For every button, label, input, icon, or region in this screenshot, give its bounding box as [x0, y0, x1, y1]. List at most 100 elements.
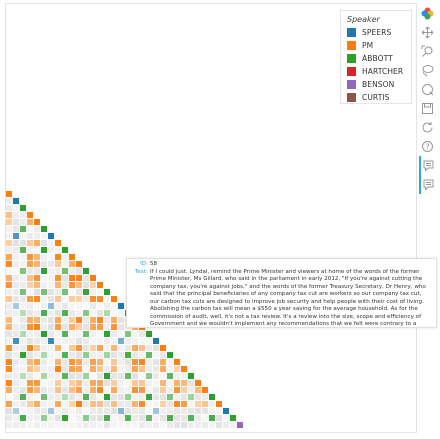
matrix-cell[interactable]: [6, 317, 12, 323]
matrix-cell[interactable]: [111, 422, 117, 428]
matrix-cell[interactable]: [216, 415, 222, 421]
matrix-cell[interactable]: [27, 366, 33, 372]
matrix-cell[interactable]: [41, 254, 47, 260]
matrix-cell[interactable]: [41, 310, 47, 316]
matrix-cell[interactable]: [104, 387, 110, 393]
matrix-cell[interactable]: [55, 366, 61, 372]
matrix-cell[interactable]: [139, 331, 145, 337]
matrix-cell[interactable]: [167, 380, 173, 386]
matrix-cell[interactable]: [111, 373, 117, 379]
matrix-cell[interactable]: [90, 296, 96, 302]
matrix-cell[interactable]: [104, 331, 110, 337]
matrix-cell[interactable]: [111, 408, 117, 414]
matrix-cell[interactable]: [188, 408, 194, 414]
matrix-cell[interactable]: [146, 345, 152, 351]
matrix-cell[interactable]: [13, 422, 19, 428]
matrix-cell[interactable]: [146, 338, 152, 344]
matrix-cell[interactable]: [6, 268, 12, 274]
matrix-cell[interactable]: [27, 387, 33, 393]
matrix-cell[interactable]: [76, 338, 82, 344]
matrix-cell[interactable]: [48, 366, 54, 372]
matrix-cell[interactable]: [6, 366, 12, 372]
matrix-cell[interactable]: [55, 254, 61, 260]
matrix-cell[interactable]: [13, 240, 19, 246]
matrix-cell[interactable]: [97, 303, 103, 309]
matrix-cell[interactable]: [13, 373, 19, 379]
matrix-cell[interactable]: [69, 324, 75, 330]
matrix-cell[interactable]: [76, 275, 82, 281]
matrix-cell[interactable]: [76, 408, 82, 414]
matrix-cell[interactable]: [139, 345, 145, 351]
matrix-cell[interactable]: [20, 296, 26, 302]
legend-item-pm[interactable]: PM: [347, 39, 407, 52]
matrix-cell[interactable]: [6, 198, 12, 204]
matrix-cell[interactable]: [188, 422, 194, 428]
matrix-cell[interactable]: [118, 401, 124, 407]
matrix-cell[interactable]: [118, 408, 124, 414]
matrix-cell[interactable]: [20, 422, 26, 428]
matrix-cell[interactable]: [97, 345, 103, 351]
matrix-cell[interactable]: [20, 219, 26, 225]
matrix-cell[interactable]: [69, 408, 75, 414]
matrix-cell[interactable]: [167, 401, 173, 407]
matrix-cell[interactable]: [55, 324, 61, 330]
matrix-cell[interactable]: [20, 401, 26, 407]
matrix-cell[interactable]: [188, 373, 194, 379]
matrix-cell[interactable]: [209, 394, 215, 400]
matrix-cell[interactable]: [83, 310, 89, 316]
matrix-cell[interactable]: [13, 331, 19, 337]
matrix-cell[interactable]: [83, 408, 89, 414]
matrix-cell[interactable]: [181, 422, 187, 428]
matrix-cell[interactable]: [97, 387, 103, 393]
reset-icon[interactable]: [419, 118, 435, 137]
matrix-cell[interactable]: [132, 359, 138, 365]
matrix-cell[interactable]: [27, 345, 33, 351]
matrix-cell[interactable]: [55, 261, 61, 267]
matrix-cell[interactable]: [55, 289, 61, 295]
matrix-cell[interactable]: [34, 394, 40, 400]
matrix-cell[interactable]: [97, 296, 103, 302]
matrix-cell[interactable]: [104, 303, 110, 309]
matrix-cell[interactable]: [146, 415, 152, 421]
matrix-cell[interactable]: [55, 282, 61, 288]
matrix-cell[interactable]: [111, 303, 117, 309]
matrix-cell[interactable]: [104, 415, 110, 421]
matrix-cell[interactable]: [27, 233, 33, 239]
matrix-cell[interactable]: [90, 345, 96, 351]
matrix-cell[interactable]: [104, 289, 110, 295]
matrix-cell[interactable]: [153, 415, 159, 421]
matrix-cell[interactable]: [48, 254, 54, 260]
matrix-cell[interactable]: [97, 282, 103, 288]
matrix-cell[interactable]: [83, 345, 89, 351]
matrix-cell[interactable]: [83, 415, 89, 421]
matrix-cell[interactable]: [20, 289, 26, 295]
matrix-cell[interactable]: [125, 408, 131, 414]
matrix-cell[interactable]: [111, 324, 117, 330]
matrix-cell[interactable]: [48, 268, 54, 274]
matrix-cell[interactable]: [6, 226, 12, 232]
matrix-cell[interactable]: [34, 261, 40, 267]
matrix-cell[interactable]: [6, 408, 12, 414]
matrix-cell[interactable]: [118, 303, 124, 309]
matrix-cell[interactable]: [34, 331, 40, 337]
legend-item-curtis[interactable]: CURTIS: [347, 91, 407, 104]
matrix-cell[interactable]: [69, 261, 75, 267]
matrix-cell[interactable]: [202, 394, 208, 400]
matrix-cell[interactable]: [111, 415, 117, 421]
matrix-cell[interactable]: [118, 387, 124, 393]
matrix-cell[interactable]: [104, 422, 110, 428]
matrix-cell[interactable]: [90, 289, 96, 295]
matrix-cell[interactable]: [27, 240, 33, 246]
matrix-cell[interactable]: [146, 387, 152, 393]
matrix-cell[interactable]: [125, 366, 131, 372]
matrix-cell[interactable]: [41, 275, 47, 281]
matrix-cell[interactable]: [27, 282, 33, 288]
matrix-cell[interactable]: [27, 422, 33, 428]
matrix-cell[interactable]: [69, 289, 75, 295]
matrix-cell[interactable]: [69, 380, 75, 386]
matrix-cell[interactable]: [20, 408, 26, 414]
matrix-cell[interactable]: [97, 310, 103, 316]
matrix-cell[interactable]: [62, 268, 68, 274]
matrix-cell[interactable]: [20, 324, 26, 330]
matrix-cell[interactable]: [34, 247, 40, 253]
